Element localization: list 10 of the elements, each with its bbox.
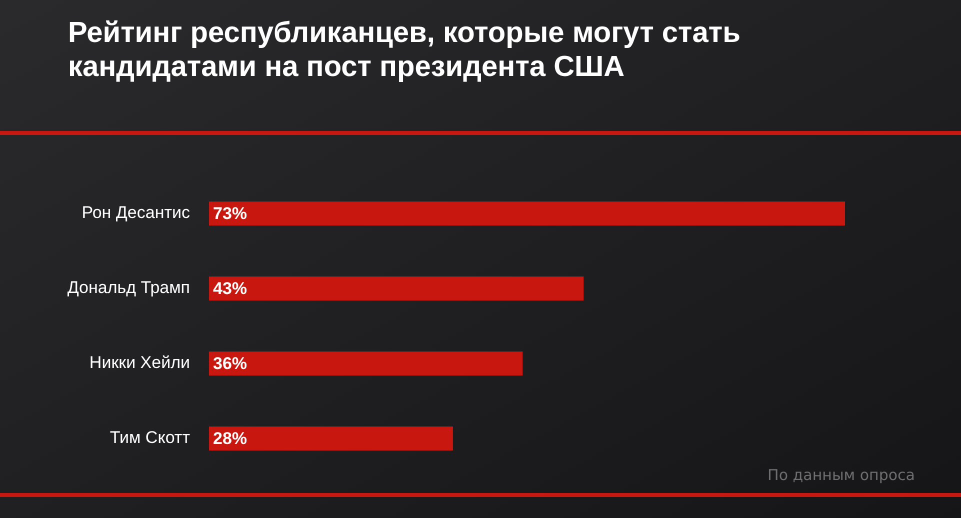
y-tick-label: Рон Десантис [82,202,190,222]
y-tick-label: Тим Скотт [110,428,190,447]
annotation: По данным опроса [768,466,915,484]
chart-title: Рейтинг республиканцев, которые могут стать кандидатами на пост президента США [68,17,740,83]
y-tick-label: Никки Хейли [89,352,190,372]
y-tick-label: Дональд Трамп [67,278,190,297]
data-label: 28% [213,428,248,448]
data-label: 36% [213,354,248,373]
data-label: 73% [213,204,248,223]
data-label: 43% [213,278,248,298]
